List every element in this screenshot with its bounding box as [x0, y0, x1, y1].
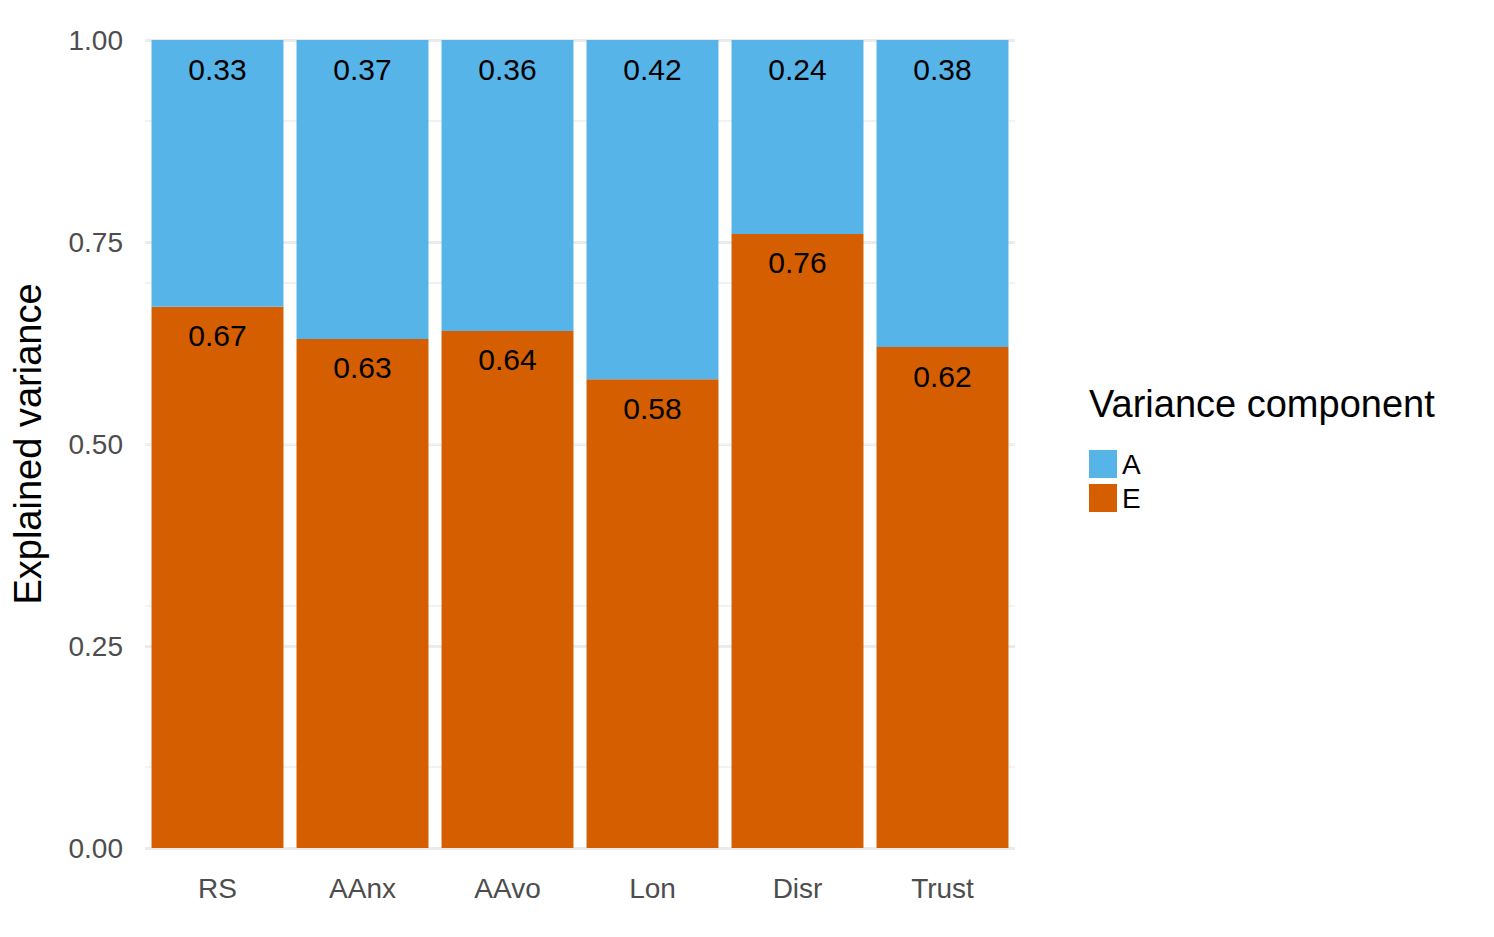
- svg-text:0.00: 0.00: [69, 833, 124, 864]
- svg-text:0.36: 0.36: [478, 53, 536, 86]
- svg-text:0.33: 0.33: [188, 53, 246, 86]
- svg-text:0.62: 0.62: [913, 360, 971, 393]
- svg-text:0.37: 0.37: [333, 53, 391, 86]
- svg-text:0.76: 0.76: [768, 246, 826, 279]
- svg-text:1.00: 1.00: [69, 25, 124, 56]
- svg-text:Variance component: Variance component: [1089, 383, 1435, 425]
- svg-text:0.64: 0.64: [478, 343, 536, 376]
- svg-text:0.24: 0.24: [768, 53, 826, 86]
- svg-text:0.75: 0.75: [69, 227, 124, 258]
- svg-text:Trust: Trust: [911, 873, 974, 904]
- svg-text:AAnx: AAnx: [329, 873, 396, 904]
- svg-text:0.50: 0.50: [69, 429, 124, 460]
- svg-text:E: E: [1122, 483, 1141, 514]
- svg-text:0.38: 0.38: [913, 53, 971, 86]
- svg-text:0.58: 0.58: [623, 392, 681, 425]
- svg-text:Explained variance: Explained variance: [7, 283, 49, 604]
- svg-text:RS: RS: [198, 873, 237, 904]
- svg-text:A: A: [1122, 449, 1141, 480]
- svg-text:0.42: 0.42: [623, 53, 681, 86]
- svg-text:Lon: Lon: [629, 873, 676, 904]
- svg-text:0.25: 0.25: [69, 631, 124, 662]
- svg-text:Disr: Disr: [773, 873, 823, 904]
- svg-text:0.63: 0.63: [333, 351, 391, 384]
- svg-text:AAvo: AAvo: [474, 873, 540, 904]
- svg-text:0.67: 0.67: [188, 319, 246, 352]
